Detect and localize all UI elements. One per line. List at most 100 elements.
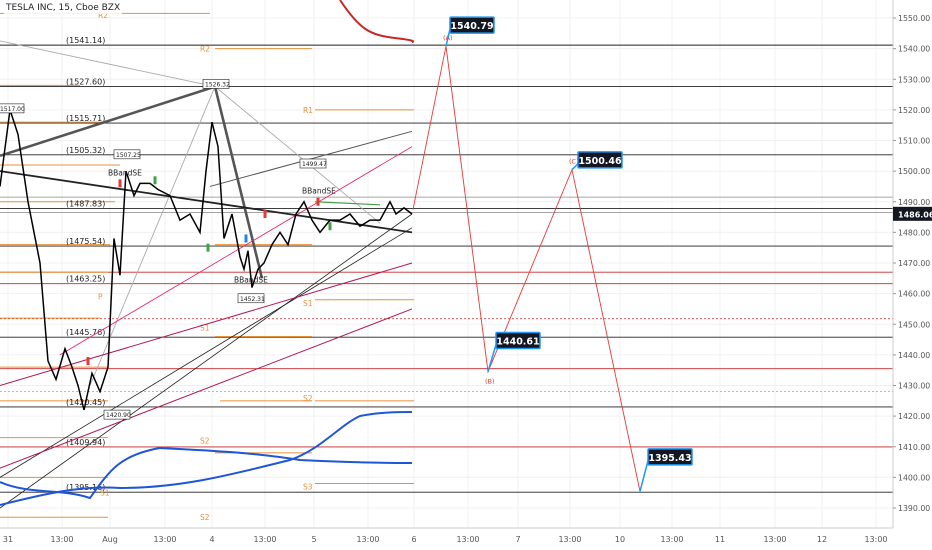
trend-line [0, 227, 413, 478]
annotation-box [0, 103, 25, 114]
current-price-badge [893, 206, 932, 221]
signal-markers [86, 176, 332, 365]
level-label: (1445.76) [66, 328, 105, 337]
time-tick-label: 13:00 [50, 535, 73, 544]
time-tick-label: 13:00 [356, 535, 379, 544]
annotation-box [299, 158, 327, 169]
forecast-label: 1440.61 [496, 337, 539, 348]
wave-label: (B) [485, 378, 495, 386]
pivot-label: S2 [200, 513, 210, 522]
forecast-connector [571, 163, 579, 171]
time-tick-label: 12 [817, 535, 827, 544]
forecast-connector [639, 460, 649, 492]
signal-marker [206, 243, 210, 252]
pivot-label: S1 [200, 323, 210, 332]
time-tick-label: 10 [615, 535, 625, 544]
forecast-path [412, 46, 641, 492]
level-label: (1487.83) [66, 199, 105, 208]
forecast-label-box [647, 448, 693, 466]
annotation-box [103, 409, 131, 420]
level-label: (1541.14) [66, 36, 105, 45]
time-tick-label: 13:00 [456, 535, 479, 544]
annotation-text: 1507.25 [116, 152, 141, 159]
forecast-label: 1540.79 [450, 21, 493, 32]
annotation-text: 1517.00 [0, 106, 25, 113]
signal-marker [86, 357, 90, 365]
trend-line [214, 86, 381, 224]
bband-label: BBandSE [234, 275, 268, 284]
signal-marker [153, 176, 157, 185]
ma-line-1 [0, 446, 413, 500]
price-tick-label: 1430.00 [898, 382, 930, 391]
annotation-text: 1499.47 [302, 161, 327, 168]
trend-line [59, 146, 413, 356]
level-label: (1505.32) [66, 146, 105, 155]
pivot-segments: R2 R1 P S1 S1 S2 S2 S3 S1 R2 S2 [0, 11, 414, 522]
trend-lines [0, 40, 413, 509]
forecast-label-box [449, 16, 495, 34]
trend-line [0, 262, 413, 386]
thick-trendline [213, 86, 264, 279]
time-axis-bg [0, 528, 932, 550]
price-tick-label: 1550.00 [898, 14, 930, 23]
red-curve [339, 0, 415, 43]
pivot-label: S2 [200, 437, 210, 446]
price-tick-label: 1470.00 [898, 259, 930, 268]
trend-line [0, 170, 413, 234]
bband-label: BBandSE [108, 168, 142, 177]
level-label: (1463.25) [66, 275, 105, 284]
signal-marker [244, 234, 248, 243]
price-tick-label: 1540.00 [898, 45, 930, 54]
time-tick-label: 13:00 [660, 535, 683, 544]
price-tick-label: 1520.00 [898, 106, 930, 115]
price-tick-label: 1420.00 [898, 412, 930, 421]
level-label: (1475.54) [66, 237, 105, 246]
thick-trendline [0, 85, 216, 158]
time-tick-label: 5 [311, 535, 316, 544]
wave-label: (C) [569, 158, 579, 166]
pivot-label: R2 [98, 11, 108, 20]
pivot-label: S2 [303, 394, 313, 403]
ma-line-2 [0, 411, 413, 506]
forecast-label-box [495, 331, 541, 350]
signal-marker [263, 210, 267, 218]
forecast-label-box [577, 151, 623, 169]
time-tick-label: Aug [102, 535, 118, 544]
price-tick-label: 1400.00 [898, 473, 930, 482]
annotation-text: 1452.31 [240, 296, 265, 303]
time-tick-label: 31 [3, 535, 13, 544]
grid [0, 0, 893, 528]
level-labels: (1541.14) (1527.60) (1515.71) (1505.32) (148… [66, 36, 105, 492]
time-tick-label: 7 [515, 535, 520, 544]
pivot-label: S1 [100, 489, 110, 498]
pivot-label: S3 [303, 483, 313, 492]
time-tick-label: 4 [209, 535, 214, 544]
signal-marker [328, 222, 332, 231]
current-price-label: 1486.06 [898, 210, 932, 219]
time-tick-label: 13:00 [253, 535, 276, 544]
price-tick-label: 1510.00 [898, 137, 930, 146]
price-line [0, 109, 413, 411]
signal-marker [316, 197, 320, 206]
time-tick-label: 6 [411, 535, 416, 544]
level-label: (1515.71) [66, 114, 105, 123]
time-tick-label: 11 [715, 535, 725, 544]
price-axis-bg [893, 0, 932, 550]
price-tick-label: 1450.00 [898, 320, 930, 329]
trend-line [89, 86, 216, 386]
pivot-label: P [98, 293, 103, 302]
trend-line [0, 213, 413, 509]
forecast-label: 1395.43 [648, 453, 691, 464]
trend-line [0, 40, 216, 88]
trend-line [0, 308, 413, 469]
price-tick-label: 1490.00 [898, 198, 930, 207]
price-tick-label: 1390.00 [898, 504, 930, 513]
level-lines [0, 44, 893, 493]
time-tick-label: 13:00 [558, 535, 581, 544]
forecast-label: 1500.46 [578, 156, 622, 167]
time-tick-label: 13:00 [864, 535, 887, 544]
time-tick-label: 13:00 [763, 535, 786, 544]
annotation-box [202, 79, 230, 89]
